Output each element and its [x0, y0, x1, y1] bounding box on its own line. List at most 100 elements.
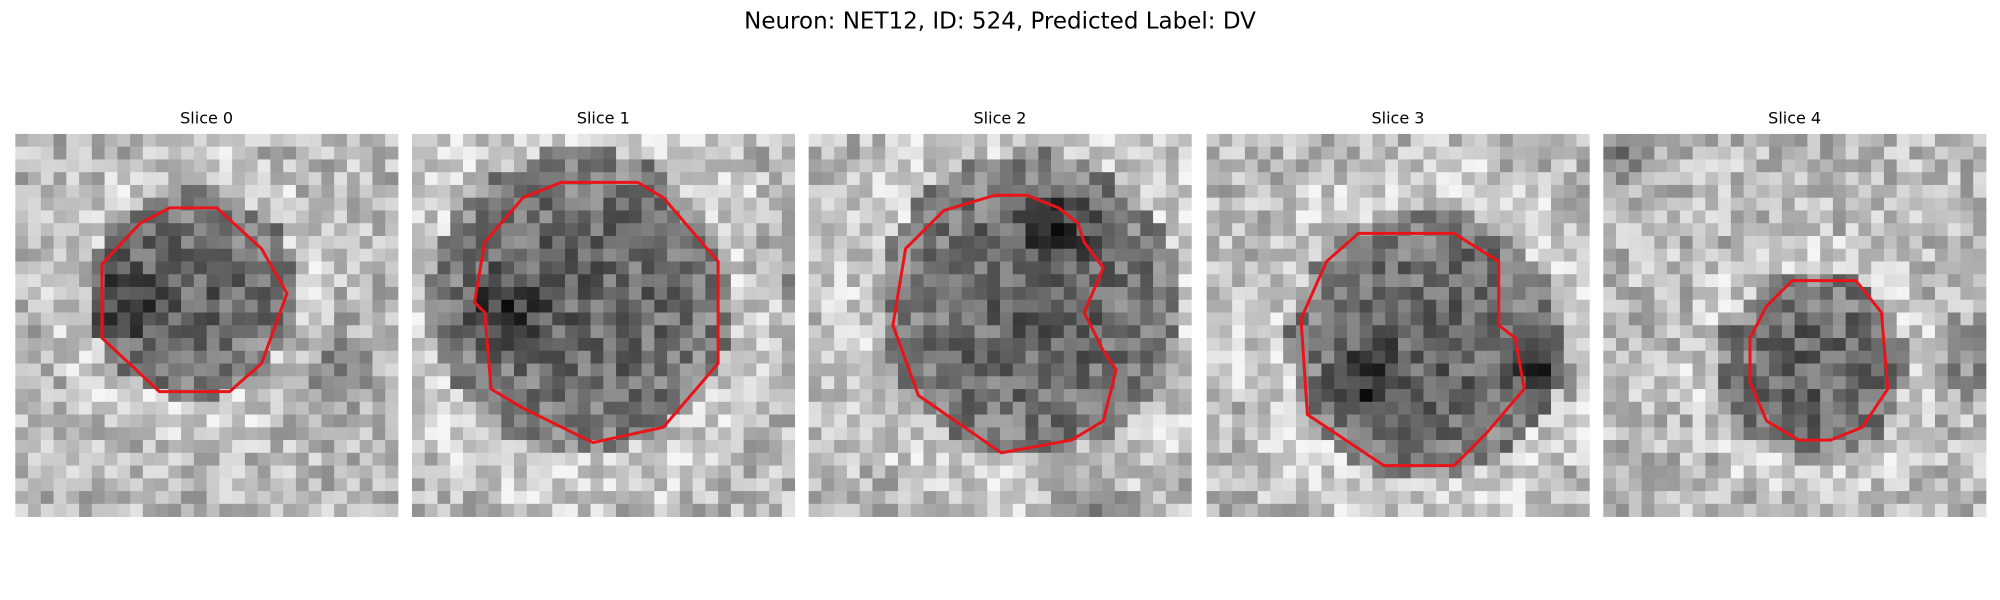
pixel	[692, 197, 706, 211]
pixel	[846, 210, 861, 224]
pixel	[1512, 210, 1526, 224]
pixel	[948, 440, 963, 454]
pixel	[1679, 350, 1694, 364]
pixel	[1346, 427, 1361, 441]
pixel	[1820, 389, 1834, 403]
pixel	[846, 172, 861, 186]
pixel	[193, 261, 208, 275]
pixel	[539, 197, 553, 211]
pixel	[846, 440, 861, 454]
pixel	[846, 363, 861, 377]
pixel	[641, 248, 655, 262]
pixel	[334, 210, 348, 224]
pixel	[1500, 440, 1514, 454]
pixel	[1153, 235, 1167, 250]
pixel	[450, 274, 464, 288]
pixel	[475, 478, 489, 492]
pixel	[168, 503, 182, 517]
pixel	[66, 452, 80, 466]
pixel	[1000, 427, 1014, 441]
pixel	[1461, 159, 1475, 173]
pixel	[539, 440, 553, 454]
pixel	[1718, 414, 1732, 428]
pixel	[1448, 414, 1463, 428]
pixel	[756, 376, 770, 390]
pixel	[1922, 197, 1936, 211]
pixel	[628, 491, 642, 505]
pixel	[437, 210, 451, 224]
pixel	[743, 299, 757, 313]
pixel	[488, 299, 502, 313]
pixel	[475, 159, 489, 173]
pixel	[679, 350, 694, 364]
pixel	[1705, 452, 1719, 466]
pixel	[437, 478, 451, 492]
pixel	[334, 376, 348, 390]
pixel	[1372, 146, 1386, 160]
pixel	[1525, 376, 1539, 390]
pixel	[1038, 312, 1052, 326]
pixel	[846, 376, 861, 390]
pixel	[1244, 478, 1259, 492]
pixel	[232, 350, 246, 364]
pixel	[1076, 172, 1090, 186]
pixel	[104, 133, 118, 148]
pixel	[1922, 184, 1936, 199]
pixel	[1372, 440, 1386, 454]
pixel	[424, 172, 438, 186]
pixel	[1232, 363, 1246, 377]
pixel	[104, 312, 118, 326]
pixel	[514, 184, 528, 199]
pixel	[1232, 401, 1246, 415]
pixel	[1025, 210, 1039, 224]
pixel	[1756, 274, 1770, 288]
pixel	[232, 465, 246, 479]
pixel	[411, 286, 426, 301]
pixel	[1500, 210, 1514, 224]
pixel	[372, 299, 386, 313]
pixel	[834, 427, 848, 441]
pixel	[475, 286, 489, 301]
pixel	[808, 350, 822, 364]
pixel	[359, 427, 373, 441]
pixel	[130, 401, 144, 415]
pixel	[334, 235, 348, 250]
pixel	[859, 210, 873, 224]
pixel	[514, 248, 528, 262]
pixel	[488, 172, 502, 186]
pixel	[948, 184, 963, 199]
pixel	[1232, 248, 1246, 262]
pixel	[475, 299, 489, 313]
pixel	[1718, 401, 1732, 415]
pixel	[1206, 478, 1220, 492]
pixel	[1102, 452, 1116, 466]
pixel	[1692, 363, 1706, 377]
pixel	[1871, 427, 1885, 441]
pixel	[346, 491, 361, 505]
pixel	[872, 452, 886, 466]
pixel	[1845, 350, 1859, 364]
pixel	[936, 465, 950, 479]
pixel	[1076, 491, 1090, 505]
pixel	[450, 401, 464, 415]
pixel	[437, 223, 451, 237]
pixel	[437, 274, 451, 288]
pixel	[743, 312, 757, 326]
pixel	[79, 172, 93, 186]
pixel	[372, 401, 386, 415]
pixel	[1448, 146, 1463, 160]
pixel	[514, 491, 528, 505]
pixel	[872, 146, 886, 160]
pixel	[1616, 414, 1630, 428]
pixel	[130, 452, 144, 466]
pixel	[1385, 159, 1399, 173]
pixel	[1692, 235, 1706, 250]
pixel	[66, 223, 80, 237]
pixel	[1270, 452, 1284, 466]
pixel	[1114, 286, 1128, 301]
pixel	[1038, 503, 1052, 517]
pixel	[219, 401, 233, 415]
pixel	[53, 427, 67, 441]
pixel	[1973, 286, 1987, 301]
pixel	[897, 503, 912, 517]
